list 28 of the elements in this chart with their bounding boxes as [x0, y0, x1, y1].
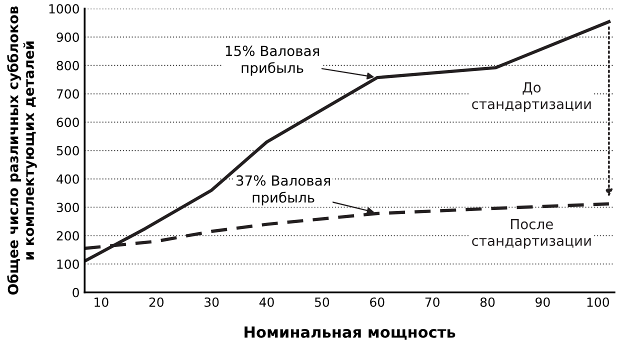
x-axis-title: Номинальная мощность: [244, 326, 456, 340]
x-tick-label: 80: [480, 297, 495, 307]
y-axis-title: Общее число различных субблоков и комплектующих деталей: [7, 6, 37, 295]
y-tick-label: 1000: [49, 4, 79, 14]
series-label: После стандартизации: [472, 219, 591, 249]
x-tick-label: 100: [587, 297, 609, 307]
x-tick-label: 40: [259, 297, 274, 307]
y-tick-label: 0: [72, 288, 79, 298]
x-tick-label: 10: [94, 297, 108, 307]
y-tick-label: 800: [56, 60, 79, 70]
y-tick-label: 300: [56, 202, 79, 212]
line-series: [84, 20, 611, 263]
y-tick-label: 100: [57, 259, 79, 269]
y-tick-label: 200: [56, 231, 79, 241]
x-tick-label: 90: [536, 297, 550, 307]
series-label: До стандартизации: [472, 82, 591, 112]
y-tick-label: 600: [56, 118, 79, 128]
x-tick-label: 20: [149, 297, 164, 307]
y-tick-label: 900: [56, 32, 79, 42]
y-tick-label: 700: [56, 89, 79, 99]
annotation: 15% Валовая прибыль: [226, 46, 319, 76]
x-tick-label: 50: [314, 297, 330, 307]
x-tick-label: 70: [425, 297, 440, 307]
annotation: 37% Валовая прибыль: [236, 175, 330, 206]
y-tick-label: 500: [56, 146, 79, 156]
x-tick-label: 30: [204, 297, 219, 307]
y-tick-label: 400: [56, 174, 79, 184]
x-tick-label: 60: [370, 297, 384, 307]
